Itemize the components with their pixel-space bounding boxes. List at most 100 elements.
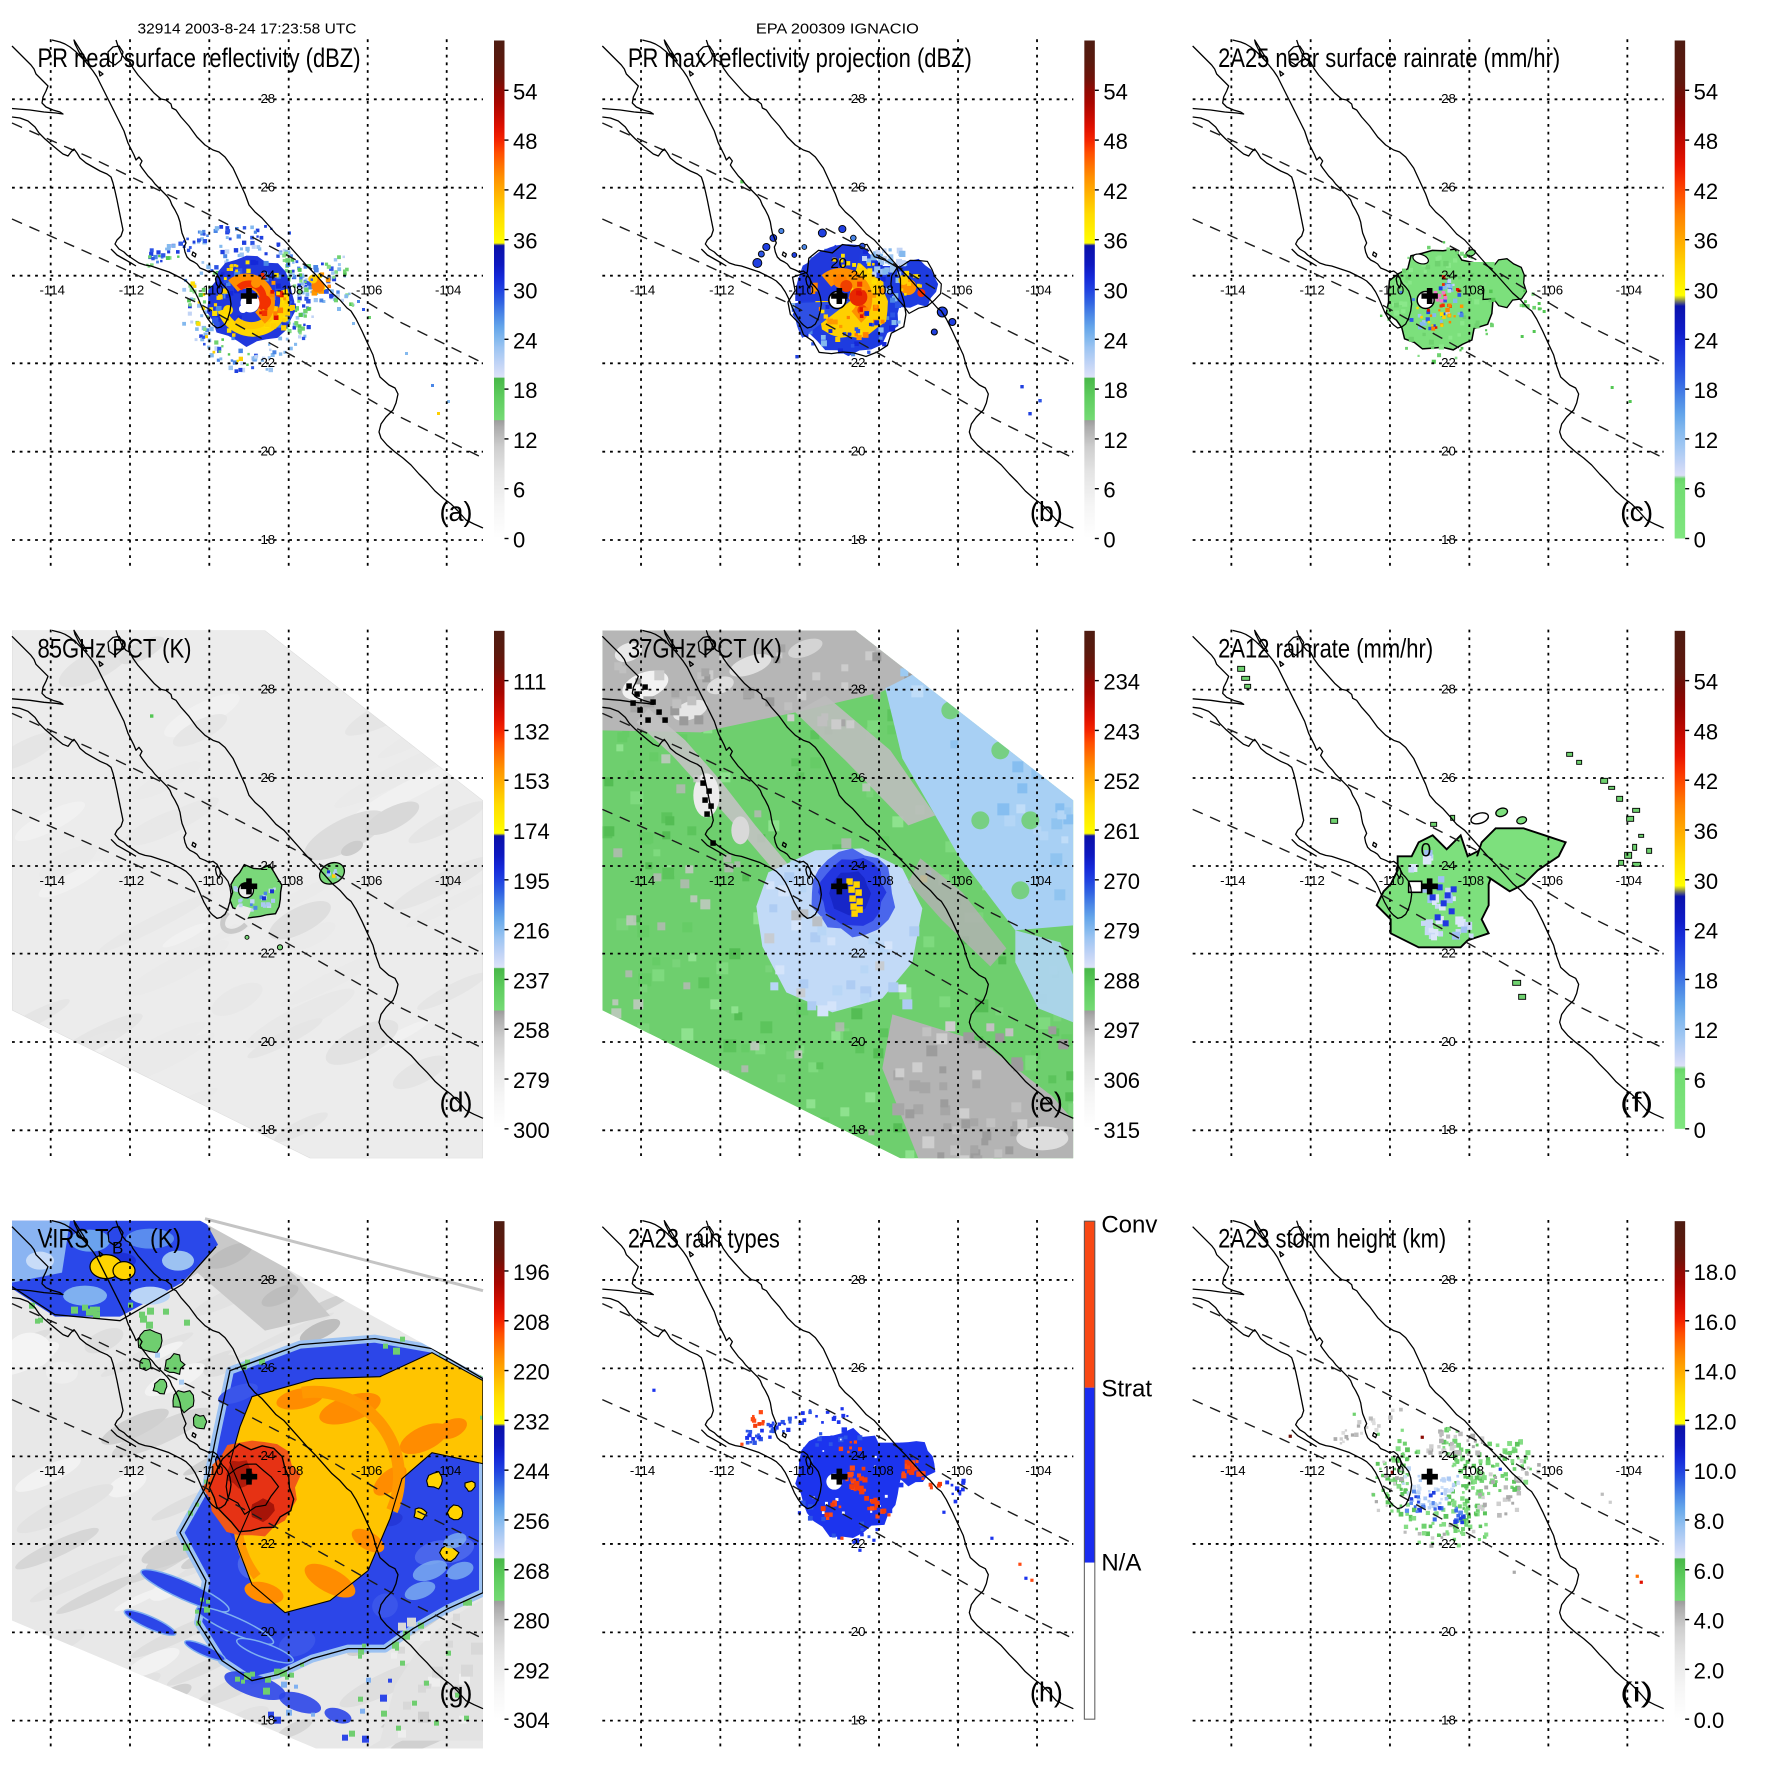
svg-text:261: 261 — [1103, 819, 1140, 844]
svg-text:300: 300 — [513, 1118, 550, 1143]
svg-text:237: 237 — [513, 968, 550, 993]
svg-text:PR max reflectivity projection: PR max reflectivity projection (dBZ) — [628, 43, 972, 73]
svg-text:48: 48 — [1694, 129, 1718, 154]
svg-text:Strat: Strat — [1101, 1376, 1152, 1403]
svg-text:0: 0 — [1421, 840, 1432, 861]
svg-text:234: 234 — [1103, 670, 1140, 695]
svg-text:232: 232 — [513, 1409, 550, 1434]
svg-text:6: 6 — [1694, 478, 1706, 503]
svg-text:54: 54 — [1694, 79, 1718, 104]
svg-text:0: 0 — [1694, 528, 1706, 553]
svg-text:24: 24 — [1694, 328, 1718, 353]
svg-text:30: 30 — [1694, 869, 1718, 894]
svg-text:279: 279 — [513, 1068, 550, 1093]
svg-text:2A25 near surface rainrate (mm: 2A25 near surface rainrate (mm/hr) — [1218, 43, 1560, 73]
svg-text:132: 132 — [513, 719, 550, 744]
svg-text:37GHz PCT (K): 37GHz PCT (K) — [628, 633, 782, 663]
svg-text:6: 6 — [513, 478, 525, 503]
svg-text:256: 256 — [513, 1509, 550, 1534]
svg-text:2.0: 2.0 — [1694, 1658, 1725, 1683]
svg-text:42: 42 — [1103, 179, 1127, 204]
svg-text:0: 0 — [513, 528, 525, 553]
svg-text:12: 12 — [1694, 1018, 1718, 1043]
svg-text:30: 30 — [1694, 279, 1718, 304]
svg-text:48: 48 — [1103, 129, 1127, 154]
svg-text:36: 36 — [1103, 229, 1127, 254]
svg-text:111: 111 — [513, 670, 546, 695]
svg-text:14.0: 14.0 — [1694, 1360, 1737, 1385]
svg-text:24: 24 — [513, 328, 537, 353]
svg-text:48: 48 — [513, 129, 537, 154]
svg-text:30: 30 — [1103, 279, 1127, 304]
svg-text:279: 279 — [1103, 919, 1140, 944]
svg-text:306: 306 — [1103, 1068, 1140, 1093]
svg-text:24: 24 — [1694, 919, 1718, 944]
svg-text:2A12 rainrate (mm/hr): 2A12 rainrate (mm/hr) — [1218, 633, 1433, 663]
svg-text:195: 195 — [513, 869, 550, 894]
svg-text:258: 258 — [513, 1018, 550, 1043]
svg-text:N/A: N/A — [1101, 1550, 1141, 1577]
svg-text:(d): (d) — [440, 1086, 473, 1117]
svg-text:244: 244 — [513, 1459, 550, 1484]
svg-text:315: 315 — [1103, 1118, 1140, 1143]
svg-text:(a): (a) — [440, 496, 473, 527]
svg-text:208: 208 — [513, 1310, 550, 1335]
svg-text:42: 42 — [1694, 179, 1718, 204]
svg-text:6: 6 — [1694, 1068, 1706, 1093]
svg-text:(g): (g) — [440, 1677, 473, 1708]
svg-text:12.0: 12.0 — [1694, 1409, 1737, 1434]
svg-text:18.0: 18.0 — [1694, 1260, 1737, 1285]
svg-text:0.0: 0.0 — [1694, 1708, 1725, 1733]
svg-text:Conv: Conv — [1101, 1212, 1157, 1239]
svg-text:PR near surface reflectivity (: PR near surface reflectivity (dBZ) — [38, 43, 361, 73]
svg-text:153: 153 — [513, 769, 550, 794]
svg-text:216: 216 — [513, 919, 550, 944]
svg-text:0: 0 — [1694, 1118, 1706, 1143]
svg-text:12: 12 — [1694, 428, 1718, 453]
svg-text:54: 54 — [1694, 670, 1718, 695]
svg-text:(h): (h) — [1030, 1677, 1063, 1708]
svg-text:54: 54 — [513, 79, 537, 104]
svg-text:20: 20 — [830, 255, 847, 272]
svg-text:6: 6 — [1103, 478, 1115, 503]
svg-text:196: 196 — [513, 1260, 550, 1285]
svg-text:268: 268 — [513, 1559, 550, 1584]
svg-text:2A23 rain types: 2A23 rain types — [628, 1224, 780, 1254]
svg-text:36: 36 — [513, 229, 537, 254]
svg-text:292: 292 — [513, 1658, 550, 1683]
svg-text:B: B — [112, 1239, 123, 1258]
svg-text:12: 12 — [1103, 428, 1127, 453]
svg-text:12: 12 — [513, 428, 537, 453]
svg-text:6.0: 6.0 — [1694, 1559, 1725, 1584]
svg-text:220: 220 — [513, 1360, 550, 1385]
svg-text:(c): (c) — [1620, 496, 1653, 527]
svg-text:85GHz PCT (K): 85GHz PCT (K) — [38, 633, 192, 663]
svg-text:48: 48 — [1694, 719, 1718, 744]
svg-text:32914 2003-8-24 17:23:58 UTC: 32914 2003-8-24 17:23:58 UTC — [138, 22, 357, 38]
svg-text:0: 0 — [1103, 528, 1115, 553]
svg-text:174: 174 — [513, 819, 550, 844]
svg-text:54: 54 — [1103, 79, 1127, 104]
svg-text:16.0: 16.0 — [1694, 1310, 1737, 1335]
svg-text:42: 42 — [1694, 769, 1718, 794]
svg-text:(b): (b) — [1030, 496, 1063, 527]
svg-text:10.0: 10.0 — [1694, 1459, 1737, 1484]
svg-text:30: 30 — [513, 279, 537, 304]
svg-text:280: 280 — [513, 1609, 550, 1634]
svg-text:4.0: 4.0 — [1694, 1609, 1725, 1634]
svg-text:(i): (i) — [1620, 1677, 1653, 1708]
svg-text:36: 36 — [1694, 819, 1718, 844]
svg-text:297: 297 — [1103, 1018, 1140, 1043]
svg-text:(K): (K) — [150, 1224, 181, 1254]
svg-text:(f): (f) — [1620, 1086, 1653, 1117]
svg-text:(e): (e) — [1030, 1086, 1063, 1117]
svg-text:288: 288 — [1103, 968, 1140, 993]
svg-text:VIRS T: VIRS T — [38, 1224, 109, 1254]
svg-text:18: 18 — [1694, 968, 1718, 993]
svg-text:2A23 storm height (km): 2A23 storm height (km) — [1218, 1224, 1446, 1254]
svg-text:243: 243 — [1103, 719, 1140, 744]
svg-text:270: 270 — [1103, 869, 1140, 894]
svg-text:304: 304 — [513, 1708, 550, 1733]
svg-text:18: 18 — [1103, 378, 1127, 403]
svg-text:EPA 200309 IGNACIO: EPA 200309 IGNACIO — [756, 22, 919, 38]
